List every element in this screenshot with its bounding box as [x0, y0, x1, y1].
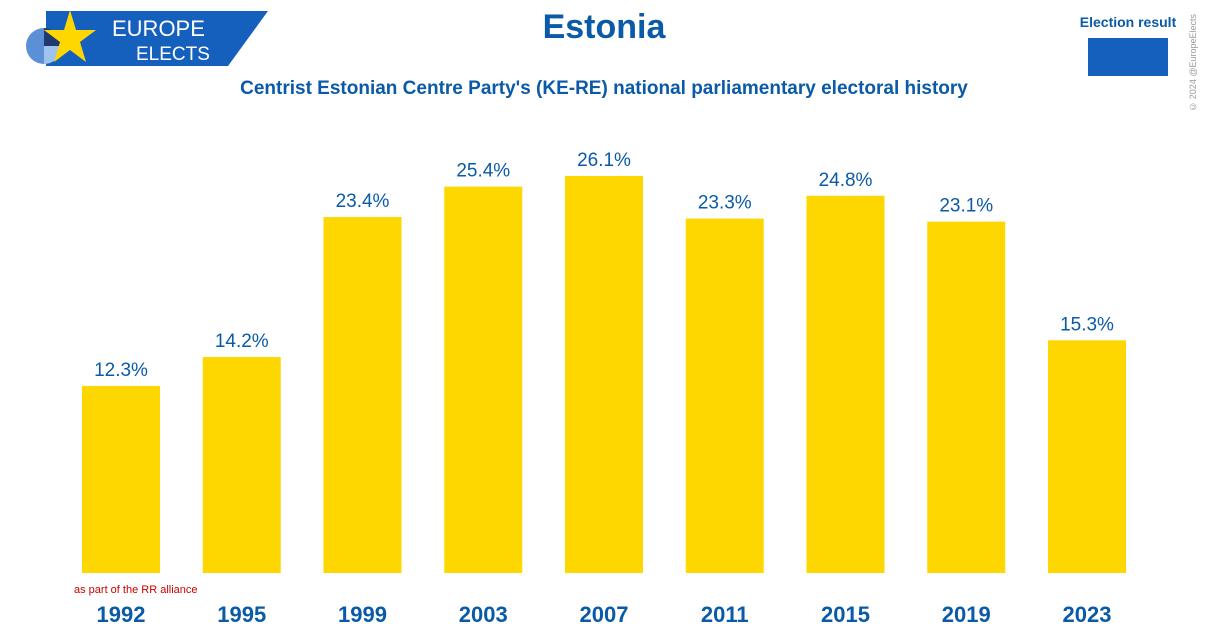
bar-2023: [1048, 340, 1126, 573]
x-tick-1999: 1999: [338, 602, 387, 627]
x-tick-1995: 1995: [217, 602, 266, 627]
value-label-1999: 23.4%: [336, 191, 390, 212]
bar-2019: [927, 221, 1006, 573]
x-tick-2023: 2023: [1063, 602, 1112, 627]
annotation-1992: as part of the RR alliance: [74, 584, 198, 596]
bar-2015: [806, 195, 885, 574]
value-label-2003: 25.4%: [456, 161, 510, 182]
bar-1995: [202, 357, 281, 573]
value-label-2015: 24.8%: [819, 170, 873, 191]
x-tick-2015: 2015: [821, 602, 870, 627]
x-tick-2019: 2019: [942, 602, 991, 627]
europe-elects-logo: EUROPE ELECTS: [26, 10, 268, 66]
bar-2011: [685, 218, 764, 574]
chart-subtitle: Centrist Estonian Centre Party's (KE-RE)…: [240, 78, 968, 99]
x-tick-1992: 1992: [97, 602, 146, 627]
bar-2003: [444, 186, 523, 573]
value-label-2023: 15.3%: [1060, 314, 1114, 335]
legend: Election result: [1078, 12, 1178, 76]
value-label-2019: 23.1%: [939, 196, 993, 217]
bar-1999: [323, 217, 402, 573]
value-label-2011: 23.3%: [698, 193, 752, 214]
x-tick-2003: 2003: [459, 602, 508, 627]
value-label-2007: 26.1%: [577, 150, 631, 171]
logo-line1: EUROPE: [112, 16, 205, 41]
legend-label: Election result: [1079, 14, 1177, 30]
value-label-1992: 12.3%: [94, 360, 148, 381]
value-label-1995: 14.2%: [215, 331, 269, 352]
x-tick-2011: 2011: [701, 602, 749, 627]
legend-swatch: [1088, 38, 1168, 76]
bar-2007: [565, 176, 643, 573]
x-tick-2007: 2007: [580, 602, 629, 627]
chart-title: Estonia: [542, 8, 666, 46]
logo-line2: ELECTS: [136, 44, 210, 65]
bar-1992: [82, 385, 160, 573]
